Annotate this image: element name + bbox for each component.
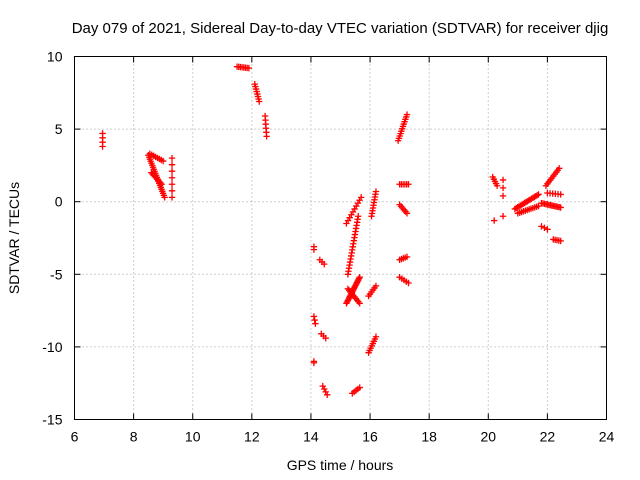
data-point bbox=[499, 192, 507, 200]
data-point bbox=[538, 223, 545, 230]
y-tick-label: 0 bbox=[55, 194, 63, 210]
data-point bbox=[99, 143, 106, 150]
x-tick-label: 10 bbox=[185, 429, 201, 445]
chart-title: Day 079 of 2021, Sidereal Day-to-day VTE… bbox=[72, 20, 609, 37]
data-point bbox=[535, 191, 542, 198]
x-tick-label: 22 bbox=[540, 429, 556, 445]
data-point bbox=[544, 226, 551, 233]
x-tick-label: 6 bbox=[71, 429, 79, 445]
data-point bbox=[403, 253, 411, 261]
data-point bbox=[168, 154, 176, 162]
data-points bbox=[99, 63, 564, 399]
data-point bbox=[321, 385, 328, 393]
data-point bbox=[168, 194, 176, 201]
data-point bbox=[557, 204, 564, 211]
data-point bbox=[312, 320, 319, 327]
data-point bbox=[168, 161, 176, 168]
data-point bbox=[159, 157, 167, 165]
data-point bbox=[263, 133, 270, 140]
y-axis-label: SDTVAR / TECUs bbox=[6, 182, 22, 294]
data-point bbox=[403, 111, 411, 118]
data-point bbox=[372, 333, 380, 340]
x-tick-labels: 6 8 10 12 14 16 18 20 22 24 bbox=[71, 429, 615, 445]
x-tick-label: 20 bbox=[480, 429, 496, 445]
data-point bbox=[168, 187, 176, 195]
data-point bbox=[311, 316, 318, 324]
grid-lines bbox=[74, 56, 607, 420]
data-point bbox=[355, 213, 362, 220]
y-tick-label: -10 bbox=[42, 339, 62, 355]
data-point bbox=[245, 64, 253, 72]
y-tick-label: -5 bbox=[50, 266, 63, 282]
data-point bbox=[310, 246, 318, 253]
x-tick-label: 24 bbox=[599, 429, 615, 445]
data-point bbox=[357, 194, 365, 201]
data-point bbox=[322, 334, 329, 342]
data-point bbox=[493, 182, 501, 189]
data-point bbox=[556, 165, 563, 172]
data-point bbox=[557, 191, 564, 198]
data-point bbox=[372, 282, 380, 290]
y-tick-label: -15 bbox=[42, 412, 62, 428]
data-point bbox=[356, 384, 363, 391]
data-point bbox=[490, 217, 498, 224]
data-point bbox=[405, 181, 412, 188]
data-point bbox=[168, 174, 176, 181]
data-point bbox=[541, 224, 548, 232]
data-point bbox=[372, 188, 380, 195]
x-tick-label: 14 bbox=[303, 429, 319, 445]
data-point bbox=[405, 279, 412, 287]
data-point bbox=[158, 181, 165, 188]
axis-ticks bbox=[74, 56, 607, 420]
data-point bbox=[557, 237, 564, 245]
data-point bbox=[157, 179, 164, 187]
y-tick-label: 10 bbox=[47, 49, 63, 65]
x-tick-label: 18 bbox=[421, 429, 437, 445]
y-tick-labels: 10 5 0 -5 -10 -15 bbox=[42, 49, 62, 428]
data-point bbox=[256, 98, 263, 105]
data-point bbox=[356, 300, 363, 307]
plot-frame bbox=[74, 56, 607, 420]
data-point bbox=[310, 359, 318, 367]
data-point bbox=[161, 194, 168, 201]
data-point bbox=[499, 176, 507, 184]
data-point bbox=[321, 260, 328, 268]
data-point bbox=[403, 210, 411, 217]
data-point bbox=[168, 168, 176, 175]
data-point bbox=[499, 184, 507, 192]
data-point bbox=[355, 275, 363, 282]
x-tick-label: 16 bbox=[362, 429, 378, 445]
data-point bbox=[324, 391, 331, 399]
data-point bbox=[356, 274, 363, 281]
x-tick-label: 8 bbox=[130, 429, 138, 445]
data-point bbox=[168, 181, 176, 188]
x-tick-label: 12 bbox=[244, 429, 260, 445]
data-point bbox=[533, 192, 541, 199]
data-point bbox=[310, 313, 318, 320]
data-point bbox=[499, 213, 507, 220]
data-point bbox=[322, 388, 329, 396]
y-tick-label: 5 bbox=[55, 121, 63, 137]
data-point bbox=[319, 382, 326, 390]
data-point bbox=[535, 202, 542, 210]
x-axis-label: GPS time / hours bbox=[287, 457, 394, 473]
